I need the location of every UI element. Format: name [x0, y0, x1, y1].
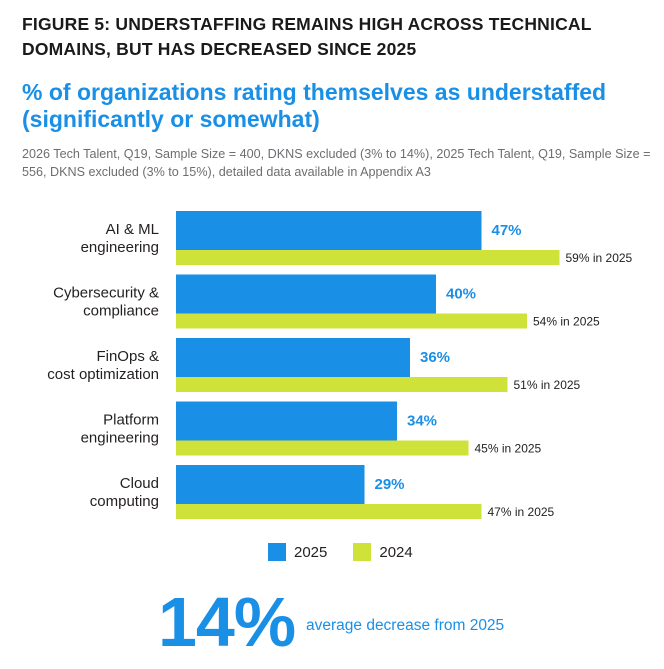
chart-subtitle: % of organizations rating themselves as …: [22, 79, 607, 132]
bar-2025-1: [176, 274, 436, 314]
summary-stat-caption: average decrease from 2025: [306, 617, 505, 634]
category-label-0-line-1: engineering: [81, 239, 159, 256]
category-label-3-line-0: Platform: [103, 412, 159, 429]
data-label-2024-3: 45% in 2025: [475, 442, 542, 456]
legend-swatch-2025: [268, 543, 286, 561]
category-label-4-line-1: computing: [90, 493, 159, 510]
data-label-2025-4: 29%: [375, 476, 405, 493]
chart-legend: 2025 2024: [268, 543, 439, 561]
figure-title: FIGURE 5: UNDERSTAFFING REMAINS HIGH ACR…: [22, 14, 592, 59]
legend-label-2024: 2024: [379, 543, 413, 561]
data-label-2024-4: 47% in 2025: [488, 505, 555, 519]
summary-stat-value: 14%: [158, 583, 296, 661]
source-note: 2026 Tech Talent, Q19, Sample Size = 400…: [22, 147, 651, 179]
data-label-2025-0: 47%: [492, 222, 522, 239]
category-label-4-line-0: Cloud: [120, 475, 159, 492]
category-label-0-line-0: AI & ML: [106, 221, 159, 238]
bar-2024-2: [176, 377, 508, 392]
data-label-2025-1: 40%: [446, 286, 476, 303]
data-label-2025-3: 34%: [407, 413, 437, 430]
category-label-2-line-0: FinOps &: [96, 348, 159, 365]
bar-2025-2: [176, 338, 410, 377]
bar-2025-3: [176, 401, 397, 441]
legend-swatch-2024: [353, 543, 372, 561]
bar-2024-4: [176, 504, 482, 519]
bar-2024-0: [176, 250, 560, 265]
data-label-2024-2: 51% in 2025: [514, 378, 581, 392]
legend-item-2025: 2025: [268, 543, 327, 561]
data-label-2024-0: 59% in 2025: [566, 251, 633, 265]
bar-2024-3: [176, 440, 469, 456]
legend-item-2024: 2024: [353, 543, 413, 561]
category-label-1-line-0: Cybersecurity &: [53, 285, 159, 302]
bar-2024-1: [176, 313, 527, 329]
category-label-3-line-1: engineering: [81, 430, 159, 447]
data-label-2024-1: 54% in 2025: [533, 315, 600, 329]
bar-2025-4: [176, 465, 365, 504]
category-label-1-line-1: compliance: [83, 303, 159, 320]
category-label-2-line-1: cost optimization: [47, 366, 159, 383]
data-label-2025-2: 36%: [420, 349, 450, 366]
legend-label-2025: 2025: [294, 543, 328, 561]
bar-2025-0: [176, 211, 482, 250]
